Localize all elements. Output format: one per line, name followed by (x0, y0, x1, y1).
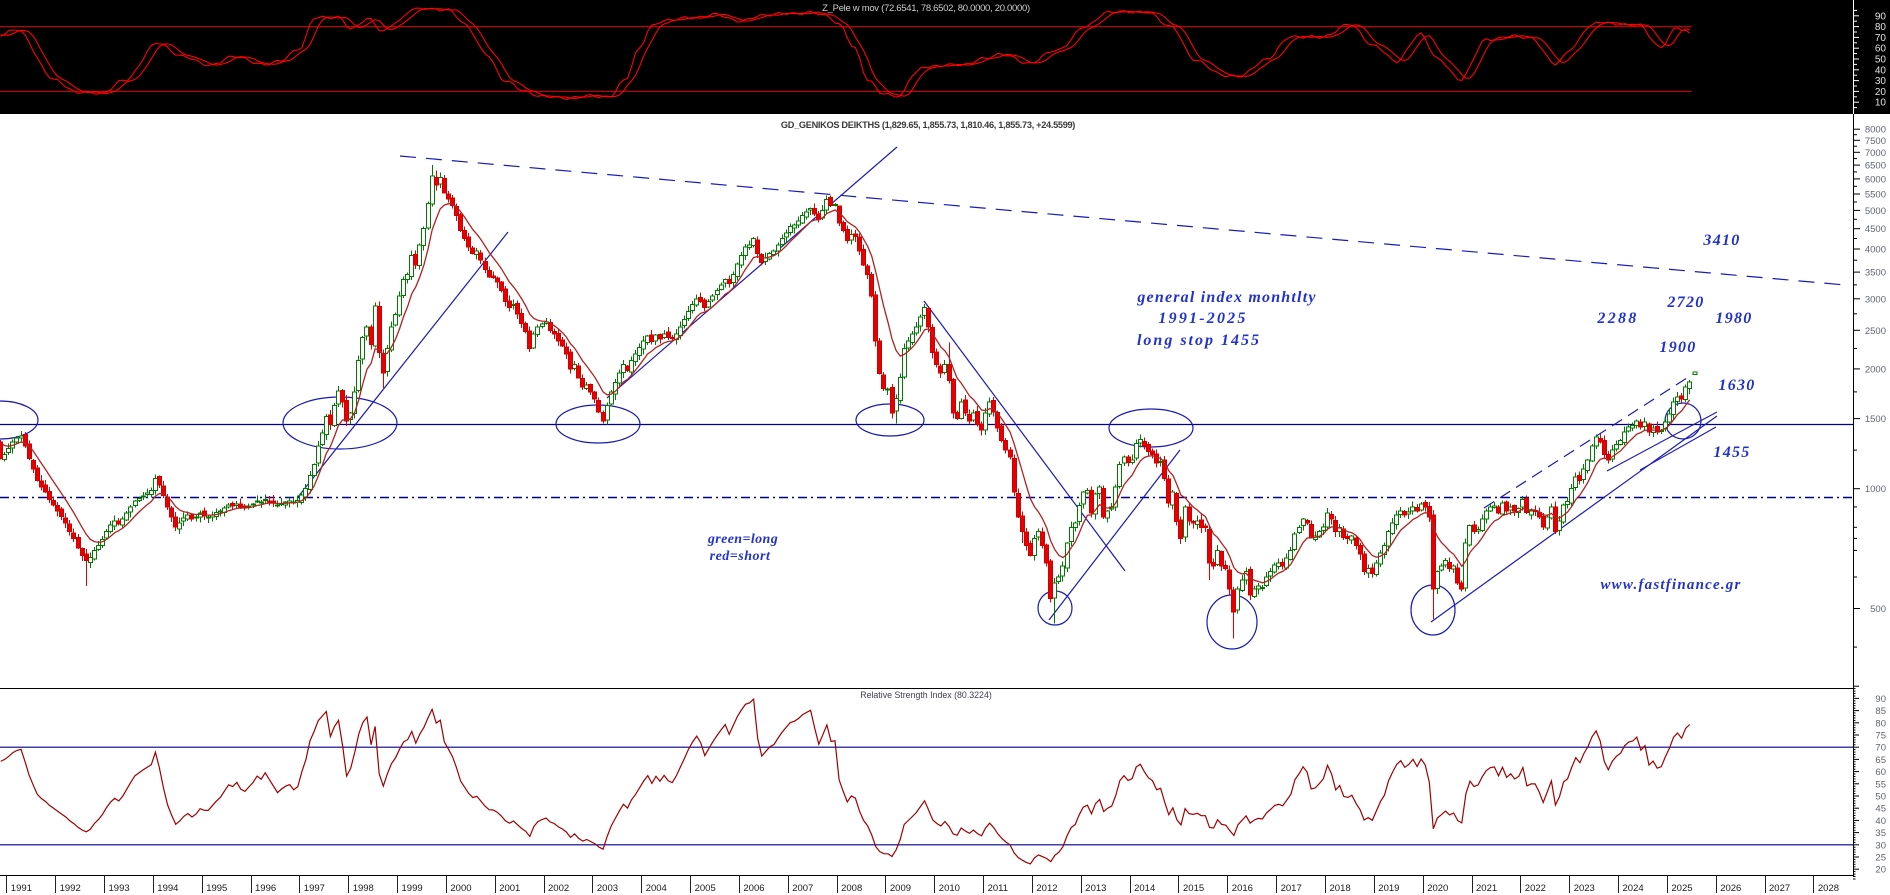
svg-text:60: 60 (1875, 44, 1887, 55)
svg-text:60: 60 (1875, 767, 1886, 778)
svg-text:7500: 7500 (1865, 136, 1886, 147)
svg-text:2500: 2500 (1865, 326, 1886, 337)
svg-text:7000: 7000 (1865, 148, 1886, 159)
svg-text:1991: 1991 (11, 883, 32, 894)
svg-text:2000: 2000 (1865, 364, 1886, 375)
svg-text:2017: 2017 (1281, 883, 1302, 894)
svg-text:2003: 2003 (597, 883, 618, 894)
svg-text:2016: 2016 (1232, 883, 1253, 894)
svg-text:40: 40 (1875, 65, 1887, 76)
svg-text:2021: 2021 (1476, 883, 1497, 894)
svg-text:2006: 2006 (743, 883, 764, 894)
svg-text:2007: 2007 (792, 883, 813, 894)
svg-text:5500: 5500 (1865, 190, 1886, 201)
svg-text:80: 80 (1875, 22, 1887, 33)
svg-text:1998: 1998 (353, 883, 374, 894)
svg-text:2023: 2023 (1574, 883, 1595, 894)
svg-text:80: 80 (1875, 718, 1886, 729)
svg-text:2005: 2005 (695, 883, 716, 894)
svg-text:1997: 1997 (304, 883, 325, 894)
svg-text:2002: 2002 (548, 883, 569, 894)
svg-text:1995: 1995 (206, 883, 227, 894)
svg-text:GD_GENIKOS DEIKTHS (1,829.65,: GD_GENIKOS DEIKTHS (1,829.65, 1,855.73, … (781, 120, 1075, 130)
svg-text:www.fastfinance.gr: www.fastfinance.gr (1600, 577, 1741, 593)
svg-text:50: 50 (1875, 55, 1887, 66)
svg-text:30: 30 (1875, 76, 1887, 87)
svg-text:55: 55 (1875, 779, 1886, 790)
svg-text:1980: 1980 (1715, 310, 1752, 327)
svg-text:30: 30 (1875, 840, 1886, 851)
svg-text:1993: 1993 (109, 883, 130, 894)
svg-text:70: 70 (1875, 743, 1886, 754)
svg-text:20: 20 (1875, 87, 1887, 98)
svg-text:1996: 1996 (255, 883, 276, 894)
svg-text:90: 90 (1875, 11, 1887, 22)
svg-text:long stop 1455: long stop 1455 (1137, 332, 1261, 349)
svg-text:2000: 2000 (450, 883, 471, 894)
svg-text:4000: 4000 (1865, 245, 1886, 256)
svg-text:35: 35 (1875, 828, 1886, 839)
svg-text:Z_Pele w mov (72.6541, 78.6502: Z_Pele w mov (72.6541, 78.6502, 80.0000,… (822, 3, 1030, 14)
svg-text:85: 85 (1875, 706, 1886, 717)
svg-text:2026: 2026 (1720, 883, 1741, 894)
svg-text:25: 25 (1875, 853, 1886, 864)
svg-text:3410: 3410 (1702, 232, 1740, 249)
svg-text:1991-2025: 1991-2025 (1158, 310, 1247, 327)
svg-text:2010: 2010 (939, 883, 960, 894)
svg-text:2018: 2018 (1330, 883, 1351, 894)
svg-text:2020: 2020 (1427, 883, 1448, 894)
svg-text:1992: 1992 (60, 883, 81, 894)
svg-text:2025: 2025 (1671, 883, 1692, 894)
svg-text:6500: 6500 (1865, 161, 1886, 172)
svg-text:1994: 1994 (157, 883, 178, 894)
svg-text:2028: 2028 (1818, 883, 1839, 894)
svg-text:3500: 3500 (1865, 268, 1886, 279)
svg-text:2027: 2027 (1769, 883, 1790, 894)
svg-text:1000: 1000 (1865, 484, 1886, 495)
svg-text:2024: 2024 (1623, 883, 1644, 894)
svg-text:4500: 4500 (1865, 224, 1886, 235)
svg-text:2011: 2011 (988, 883, 1008, 894)
svg-text:Relative Strength Index (80.32: Relative Strength Index (80.3224) (860, 690, 992, 700)
svg-text:75: 75 (1875, 731, 1886, 742)
svg-text:70: 70 (1875, 33, 1887, 44)
svg-text:6000: 6000 (1865, 174, 1886, 185)
svg-text:2288: 2288 (1596, 310, 1638, 327)
svg-text:2004: 2004 (646, 883, 667, 894)
svg-text:5000: 5000 (1865, 206, 1886, 217)
svg-text:general index monhtlty: general index monhtlty (1136, 289, 1316, 306)
svg-text:2022: 2022 (1525, 883, 1546, 894)
svg-text:1455: 1455 (1713, 444, 1750, 461)
svg-text:2008: 2008 (841, 883, 862, 894)
svg-text:1900: 1900 (1659, 339, 1696, 356)
svg-text:65: 65 (1875, 755, 1886, 766)
svg-text:500: 500 (1870, 604, 1886, 615)
svg-text:2009: 2009 (890, 883, 911, 894)
svg-text:red=short: red=short (710, 549, 771, 564)
svg-text:green=long: green=long (707, 532, 778, 547)
svg-text:2014: 2014 (1134, 883, 1155, 894)
svg-text:20: 20 (1875, 865, 1886, 876)
svg-text:1999: 1999 (402, 883, 423, 894)
svg-text:2013: 2013 (1085, 883, 1106, 894)
svg-text:2001: 2001 (499, 883, 520, 894)
svg-text:3000: 3000 (1865, 294, 1886, 305)
svg-text:2012: 2012 (1036, 883, 1057, 894)
svg-text:40: 40 (1875, 816, 1886, 827)
svg-text:50: 50 (1875, 792, 1886, 803)
svg-text:2015: 2015 (1183, 883, 1204, 894)
svg-text:90: 90 (1875, 694, 1886, 705)
svg-text:45: 45 (1875, 804, 1886, 815)
svg-text:1500: 1500 (1865, 414, 1886, 425)
svg-text:2720: 2720 (1666, 294, 1704, 311)
svg-text:8000: 8000 (1865, 125, 1886, 136)
svg-text:10: 10 (1875, 98, 1887, 109)
svg-text:1630: 1630 (1718, 377, 1755, 394)
svg-text:2019: 2019 (1378, 883, 1399, 894)
